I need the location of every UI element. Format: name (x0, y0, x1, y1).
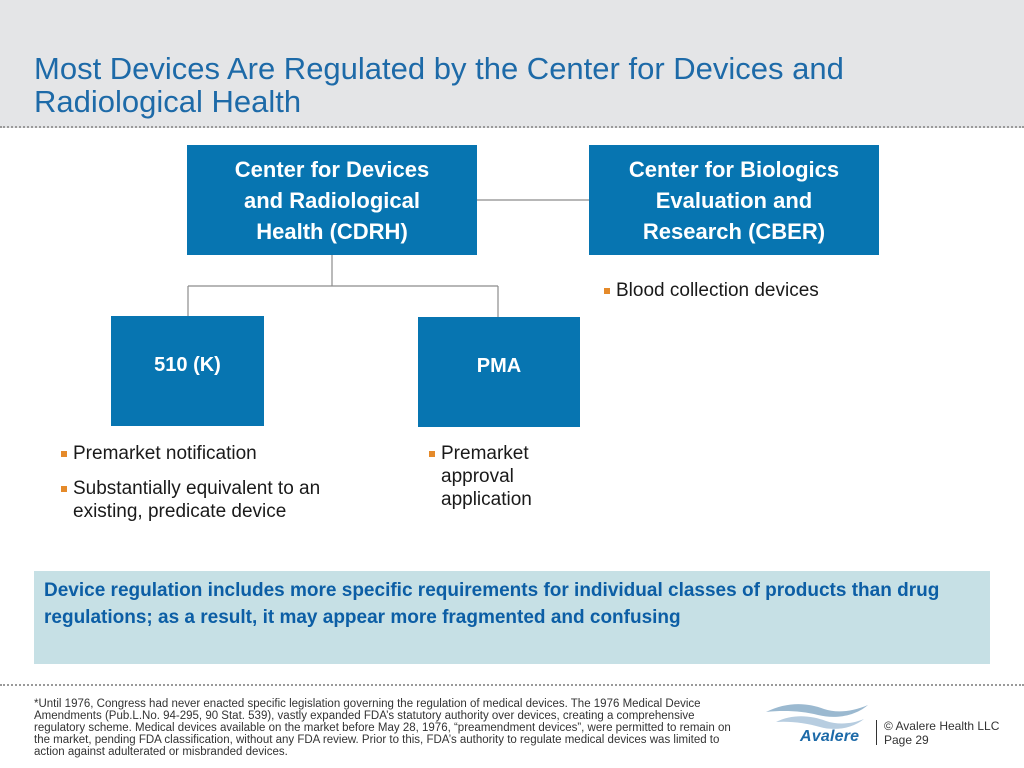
510k-bullet-list: Premarket notification Substantially equ… (60, 442, 330, 535)
510k-bullet-2: Substantially equivalent to an existing,… (60, 477, 330, 523)
pma-label: PMA (476, 354, 522, 377)
logo-text: Avalere (800, 728, 860, 745)
copyright-text: © Avalere Health LLC (884, 719, 1000, 733)
callout-text: Device regulation includes more specific… (44, 580, 940, 628)
footer-separator (876, 720, 877, 745)
cdrh-label: Center for Devices and Radiological Heal… (234, 156, 430, 244)
footer-divider (0, 684, 1024, 686)
slide-header: Most Devices Are Regulated by the Center… (0, 0, 1024, 128)
pma-bullet-list: Premarket approval application (428, 442, 578, 523)
callout-box: Device regulation includes more specific… (34, 571, 990, 664)
slide-title: Most Devices Are Regulated by the Center… (34, 51, 844, 119)
pma-box: PMA (418, 317, 580, 427)
cber-bullet-1: Blood collection devices (603, 279, 903, 302)
footnote: *Until 1976, Congress had never enacted … (34, 698, 731, 758)
510k-box: 510 (K) (111, 316, 264, 426)
avalere-logo-icon (766, 704, 868, 729)
pma-bullet-1: Premarket approval application (428, 442, 578, 511)
510k-label: 510 (K) (154, 353, 221, 376)
page-number: Page 29 (884, 733, 929, 747)
cber-bullet-list: Blood collection devices (603, 279, 903, 314)
510k-bullet-1: Premarket notification (60, 442, 330, 465)
copyright-block: © Avalere Health LLC Page 29 (884, 719, 999, 747)
cdrh-box: Center for Devices and Radiological Heal… (187, 145, 477, 255)
cber-box: Center for Biologics Evaluation and Rese… (589, 145, 879, 255)
cber-label: Center for Biologics Evaluation and Rese… (628, 156, 840, 244)
